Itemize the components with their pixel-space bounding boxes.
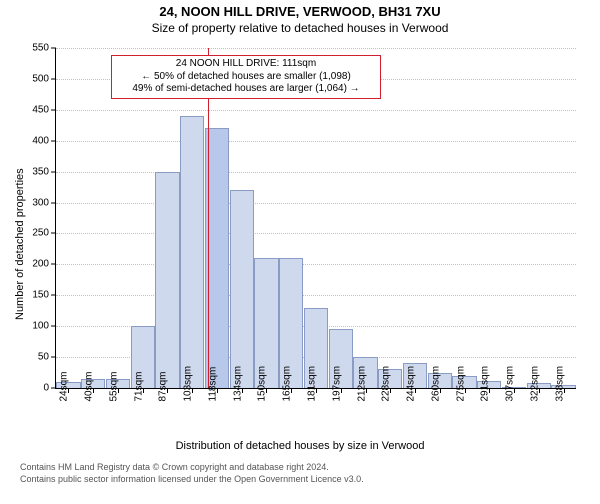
y-tick-label: 550 <box>25 43 49 54</box>
gridline <box>56 203 576 204</box>
y-tick-label: 250 <box>25 228 49 239</box>
y-tick <box>51 264 56 265</box>
annotation-box: 24 NOON HILL DRIVE: 111sqm← 50% of detac… <box>111 55 381 99</box>
y-tick <box>51 202 56 203</box>
gridline <box>56 141 576 142</box>
y-tick-label: 400 <box>25 135 49 146</box>
y-tick-label: 500 <box>25 73 49 84</box>
y-tick-label: 200 <box>25 259 49 270</box>
annotation-line: 24 NOON HILL DRIVE: 111sqm <box>116 58 376 71</box>
y-tick-label: 50 <box>25 352 49 363</box>
y-tick <box>51 78 56 79</box>
y-tick <box>51 326 56 327</box>
gridline <box>56 264 576 265</box>
reference-line <box>208 48 209 388</box>
y-tick <box>51 357 56 358</box>
gridline <box>56 48 576 49</box>
y-tick <box>51 140 56 141</box>
page-title: 24, NOON HILL DRIVE, VERWOOD, BH31 7XU <box>0 4 600 19</box>
y-tick-label: 0 <box>25 383 49 394</box>
y-tick <box>51 295 56 296</box>
y-tick-label: 300 <box>25 197 49 208</box>
footer-line: Contains HM Land Registry data © Crown c… <box>20 462 364 474</box>
page-subtitle: Size of property relative to detached ho… <box>0 21 600 35</box>
y-tick-label: 450 <box>25 104 49 115</box>
gridline <box>56 233 576 234</box>
attribution-footer: Contains HM Land Registry data © Crown c… <box>20 462 364 485</box>
y-tick-label: 100 <box>25 321 49 332</box>
x-axis-label: Distribution of detached houses by size … <box>0 440 600 452</box>
histogram-bar <box>155 172 179 388</box>
footer-line: Contains public sector information licen… <box>20 474 364 486</box>
plot-area: 24 NOON HILL DRIVE: 111sqm← 50% of detac… <box>55 48 576 389</box>
y-tick <box>51 233 56 234</box>
gridline <box>56 172 576 173</box>
y-tick-label: 150 <box>25 290 49 301</box>
histogram-bar <box>230 190 254 388</box>
y-tick-label: 350 <box>25 166 49 177</box>
y-tick <box>51 171 56 172</box>
y-tick <box>51 48 56 49</box>
annotation-line: ← 50% of detached houses are smaller (1,… <box>116 71 376 84</box>
annotation-line: 49% of semi-detached houses are larger (… <box>116 83 376 96</box>
gridline <box>56 295 576 296</box>
histogram-bar <box>180 116 204 388</box>
y-tick <box>51 109 56 110</box>
gridline <box>56 110 576 111</box>
